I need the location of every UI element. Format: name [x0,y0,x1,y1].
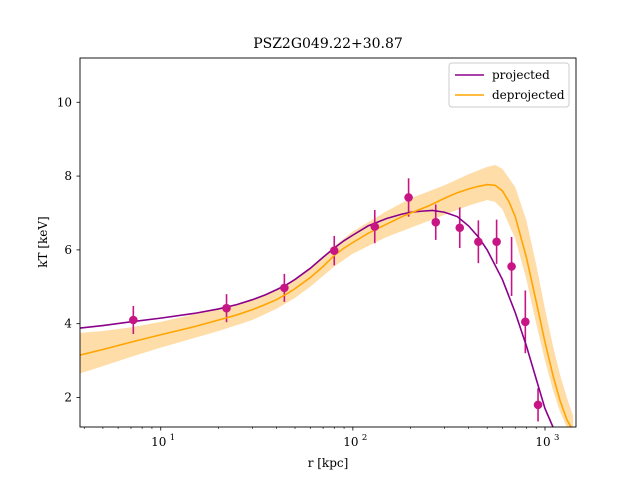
y-tick-label: 4 [64,317,72,331]
x-tick-exponent: 2 [362,433,367,443]
axes-frame [79,57,577,428]
x-tick-exponent: 1 [170,433,175,443]
legend: projected deprojected [448,62,570,108]
data-point [507,262,516,271]
legend-frame [448,62,570,108]
x-tick-label: 10 [151,435,166,449]
legend-deprojected-label: deprojected [492,88,565,102]
data-point [474,237,483,247]
data-point [455,223,465,233]
x-tick-exponent: 3 [554,433,559,443]
x-tick-label: 10 [343,435,358,449]
x-axis-label: r [kpc] [308,456,349,470]
data-point [222,303,231,313]
data-point [533,400,543,410]
data-point [404,193,413,202]
x-tick-label: 10 [535,435,550,449]
y-axis-ticks: 2 4 6 8 10 [57,95,80,404]
data-point [329,246,339,255]
data-point [431,217,441,227]
y-tick-label: 2 [64,390,72,404]
y-tick-label: 6 [64,243,72,257]
data-points [129,193,543,410]
x-axis-ticks: 10 1 10 2 10 3 [83,427,559,449]
projected-line [80,209,554,427]
data-point [370,222,380,231]
data-point [521,317,530,327]
data-point [492,237,501,247]
y-tick-label: 8 [64,169,72,183]
y-tick-label: 10 [57,95,72,109]
chart-title: PSZ2G049.22+30.87 [253,36,403,52]
deprojected-line [80,183,572,427]
data-point [129,315,138,325]
y-axis-label: kT [keV] [36,216,50,268]
data-point [280,283,289,293]
legend-projected-label: projected [492,68,550,82]
plot-area [80,165,574,427]
